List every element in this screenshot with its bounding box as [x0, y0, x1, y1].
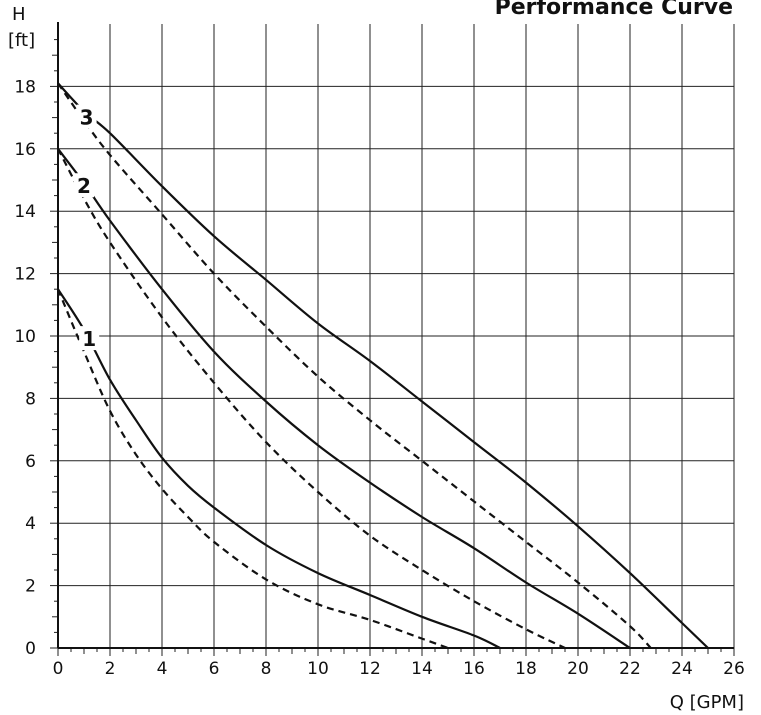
curve-label-2: 2 [77, 174, 91, 198]
y-tick-label: 12 [14, 265, 36, 285]
y-tick-label: 10 [14, 327, 36, 347]
curve-3-dashed [57, 82, 652, 649]
chart-title: Performance Curve [495, 0, 733, 20]
x-tick-label: 26 [723, 659, 745, 679]
x-tick-label: 2 [105, 659, 116, 679]
x-tick-label: 16 [463, 659, 485, 679]
x-tick-label: 0 [53, 659, 64, 679]
y-tick-label: 6 [25, 452, 36, 472]
curve-label-bg [74, 173, 94, 198]
y-tick-label: 4 [25, 514, 36, 534]
x-tick-label: 10 [307, 659, 329, 679]
x-tick-label: 8 [261, 659, 272, 679]
x-tick-label: 12 [359, 659, 381, 679]
x-axis-label: Q [GPM] [670, 692, 744, 713]
curve-label-1: 1 [82, 327, 96, 351]
y-tick-label: 8 [25, 389, 36, 409]
curve-labels: 1 2 3 [74, 104, 100, 351]
curve-label-3: 3 [80, 106, 94, 130]
y-tick-label: 0 [25, 639, 36, 659]
y-axis-unit: [ft] [8, 30, 35, 51]
series-group [56, 82, 709, 650]
x-tick-label: 20 [567, 659, 589, 679]
x-tick-label: 18 [515, 659, 537, 679]
x-tick-label: 14 [411, 659, 433, 679]
grid [57, 24, 735, 649]
y-axis-label: H [12, 4, 26, 25]
y-tick-label: 18 [14, 77, 36, 97]
y-tick-label: 2 [25, 577, 36, 597]
curve-1-dashed [56, 288, 449, 650]
x-tick-label: 24 [671, 659, 693, 679]
x-tick-label: 6 [209, 659, 220, 679]
curve-3-solid [57, 82, 709, 649]
curve-1-solid [57, 288, 501, 649]
curve-2-solid [57, 148, 631, 649]
curve-label-bg [76, 104, 97, 129]
curve-label-bg [79, 326, 100, 351]
x-tick-label: 22 [619, 659, 641, 679]
y-tick-label: 16 [14, 140, 36, 160]
x-tick-label: 4 [157, 659, 168, 679]
y-tick-label: 14 [14, 202, 36, 222]
